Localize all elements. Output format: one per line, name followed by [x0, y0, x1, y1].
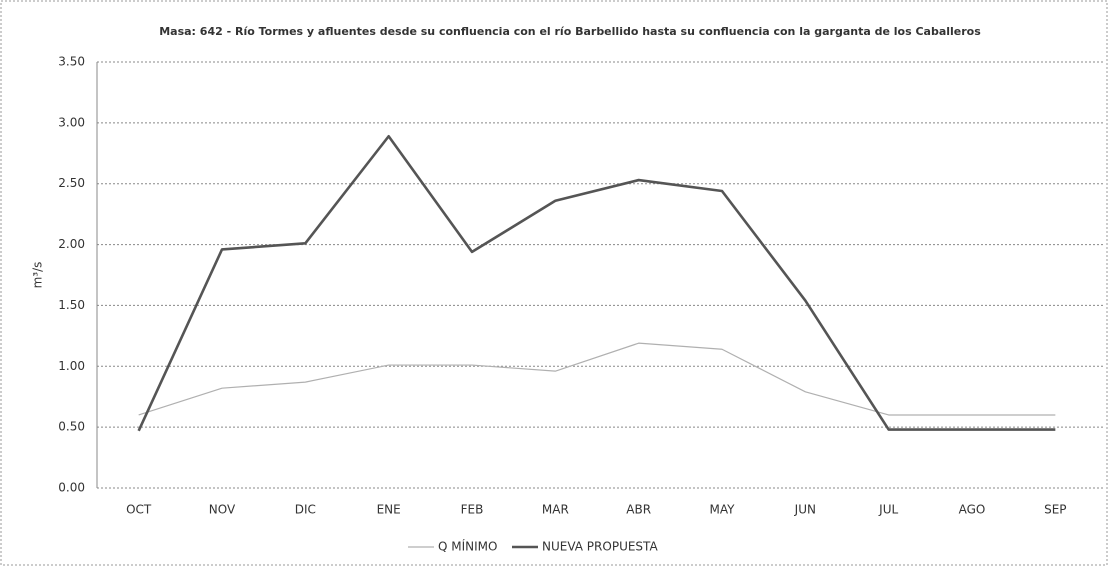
chart-title: Masa: 642 - Río Tormes y afluentes desde…	[159, 25, 981, 38]
y-axis-label: m³/s	[31, 262, 45, 289]
y-tick-label: 3.50	[58, 55, 85, 69]
y-tick-label: 0.50	[58, 420, 85, 434]
y-tick-label: 1.00	[58, 359, 85, 373]
x-tick-label: JUL	[878, 503, 898, 517]
y-tick-label: 0.00	[58, 481, 85, 495]
legend-label: Q MÍNIMO	[438, 539, 497, 554]
y-tick-label: 1.50	[58, 298, 85, 312]
x-tick-label: DIC	[295, 503, 316, 517]
series-line	[137, 134, 1056, 432]
y-tick-label: 2.00	[58, 237, 85, 251]
y-tick-label: 2.50	[58, 176, 85, 190]
x-tick-label: SEP	[1044, 503, 1066, 517]
x-tick-label: ENE	[377, 503, 401, 517]
x-tick-label: OCT	[126, 503, 152, 517]
x-tick-label: MAY	[710, 503, 736, 517]
series-line	[138, 342, 1056, 416]
legend-label: NUEVA PROPUESTA	[542, 540, 658, 554]
x-tick-label: NOV	[209, 503, 236, 517]
y-tick-label: 3.00	[58, 115, 85, 129]
x-tick-label: FEB	[461, 503, 484, 517]
x-tick-label: ABR	[626, 503, 651, 517]
x-tick-label: AGO	[959, 503, 986, 517]
x-tick-label: MAR	[542, 503, 569, 517]
x-tick-label: JUN	[794, 503, 816, 517]
